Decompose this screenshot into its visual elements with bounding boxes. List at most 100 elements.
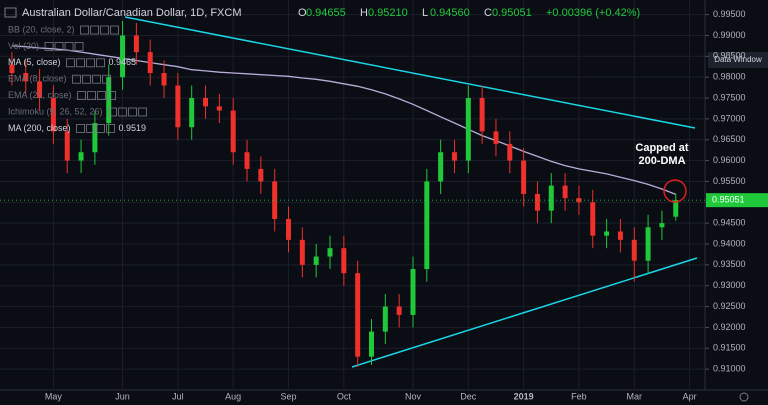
highlight-circle bbox=[663, 179, 687, 203]
candle-body bbox=[272, 181, 278, 219]
candle-body bbox=[521, 160, 527, 194]
candle-body bbox=[327, 248, 333, 257]
x-tick-label: Mar bbox=[627, 391, 643, 401]
candle-body bbox=[341, 248, 347, 274]
indicator-name: MA (5, close) bbox=[8, 57, 61, 67]
y-tick-label: 0.95500 bbox=[713, 176, 746, 186]
indicator-icon[interactable] bbox=[96, 124, 105, 133]
indicator-name: Vol (20) bbox=[8, 41, 39, 51]
indicator-icon[interactable] bbox=[64, 42, 74, 51]
indicator-icon[interactable] bbox=[74, 42, 84, 51]
candle-body bbox=[9, 64, 15, 73]
candle-body bbox=[617, 231, 623, 240]
annotation-line: 200-DMA bbox=[638, 155, 685, 167]
candle-body bbox=[37, 81, 43, 99]
indicator-name: EMA (21, close) bbox=[8, 90, 72, 100]
candle-body bbox=[106, 77, 112, 124]
indicator-icon[interactable] bbox=[110, 25, 119, 35]
candle-body bbox=[368, 331, 374, 357]
candle-body bbox=[424, 181, 430, 270]
y-tick-label: 0.96000 bbox=[713, 155, 746, 165]
x-tick-label: Jul bbox=[172, 391, 184, 401]
y-tick-label: 0.98500 bbox=[713, 51, 746, 61]
candle-body bbox=[382, 306, 388, 332]
indicator-icon[interactable] bbox=[86, 58, 95, 68]
indicator-icon[interactable] bbox=[54, 42, 64, 51]
candle-body bbox=[230, 110, 236, 153]
y-tick-label: 0.93000 bbox=[713, 280, 746, 290]
indicator-icon[interactable] bbox=[76, 124, 85, 133]
quote-change: +0.00396 (+0.42%) bbox=[546, 7, 640, 19]
last-price-label: 0.95051 bbox=[712, 195, 745, 205]
indicator-icon[interactable] bbox=[66, 58, 75, 68]
indicator-icon[interactable] bbox=[106, 124, 115, 133]
candle-body bbox=[286, 218, 292, 240]
plot-area bbox=[0, 20, 705, 368]
indicator-icon[interactable] bbox=[107, 91, 116, 100]
grid bbox=[0, 0, 705, 390]
indicator-icon[interactable] bbox=[90, 25, 99, 35]
indicator-icon[interactable] bbox=[77, 91, 86, 100]
candle-body bbox=[133, 35, 139, 53]
candle-body bbox=[203, 98, 209, 107]
candle-body bbox=[355, 273, 361, 357]
indicator-icon[interactable] bbox=[87, 91, 96, 100]
header-quote: O 0.94655 H 0.95210 L 0.94560 C 0.95051 +0.00396… bbox=[298, 7, 640, 19]
x-tick-label: Oct bbox=[337, 391, 352, 401]
candle-body bbox=[161, 72, 167, 86]
symbol-icon[interactable] bbox=[4, 7, 17, 18]
indicator-icon[interactable] bbox=[102, 74, 111, 84]
candle-body bbox=[493, 131, 499, 144]
x-tick-label: Dec bbox=[460, 391, 477, 401]
data-window-label[interactable]: Data Window bbox=[714, 55, 762, 64]
y-tick-label: 0.97500 bbox=[713, 92, 746, 102]
candle-body bbox=[396, 306, 402, 315]
candle-body bbox=[548, 185, 554, 211]
indicator-value: 0.9465 bbox=[109, 57, 137, 67]
candle-body bbox=[216, 106, 222, 111]
upper-trendline bbox=[124, 16, 696, 129]
candle-body bbox=[92, 123, 98, 153]
indicator-icon[interactable] bbox=[118, 107, 127, 117]
x-tick-label: Aug bbox=[225, 391, 241, 401]
indicator-icon[interactable] bbox=[76, 58, 85, 68]
lower-trendline bbox=[351, 257, 698, 368]
axes: 0.91000 0.91500 0.92000 0.92500 0.93000 0.935… bbox=[45, 9, 768, 401]
y-tick-label: 0.92500 bbox=[713, 301, 746, 311]
settings-icon[interactable] bbox=[739, 392, 749, 402]
candle-body bbox=[659, 223, 665, 228]
indicator-icon[interactable] bbox=[92, 74, 101, 84]
indicator-icon[interactable] bbox=[138, 107, 147, 117]
candle-body bbox=[50, 98, 56, 132]
indicator-icon[interactable] bbox=[100, 25, 109, 35]
annotation-line: Capped at bbox=[635, 142, 689, 154]
indicator-icon[interactable] bbox=[86, 124, 95, 133]
candle-body bbox=[631, 239, 637, 261]
y-tick-label: 0.94500 bbox=[713, 218, 746, 228]
quote-value: 0.94560 bbox=[430, 7, 470, 19]
indicator-icon[interactable] bbox=[97, 91, 106, 100]
indicator-icon[interactable] bbox=[80, 25, 89, 35]
indicator-icon[interactable] bbox=[44, 42, 54, 51]
x-tick-label: Nov bbox=[405, 391, 422, 401]
indicator-name: Ichimoku (9, 26, 52, 26) bbox=[8, 106, 103, 116]
y-tick-label: 0.91000 bbox=[713, 364, 746, 374]
indicator-icon[interactable] bbox=[72, 74, 81, 84]
indicator-icon[interactable] bbox=[96, 58, 105, 68]
quote-value: 0.94655 bbox=[306, 7, 346, 19]
y-tick-label: 0.97000 bbox=[713, 113, 746, 123]
candle-body bbox=[451, 152, 457, 161]
indicator-icon[interactable] bbox=[108, 107, 117, 117]
indicator-icon[interactable] bbox=[128, 107, 137, 117]
x-tick-label: Apr bbox=[683, 391, 697, 401]
candle-body bbox=[258, 168, 264, 182]
candle-body bbox=[507, 143, 513, 161]
indicator-value: 0.9519 bbox=[119, 123, 147, 133]
indicator-icon[interactable] bbox=[82, 74, 91, 84]
candle-body bbox=[23, 72, 29, 82]
quote-value: 0.95210 bbox=[368, 7, 408, 19]
x-tick-label: Feb bbox=[571, 391, 587, 401]
data-window-button[interactable] bbox=[708, 52, 768, 68]
y-tick-label: 0.91500 bbox=[713, 343, 746, 353]
